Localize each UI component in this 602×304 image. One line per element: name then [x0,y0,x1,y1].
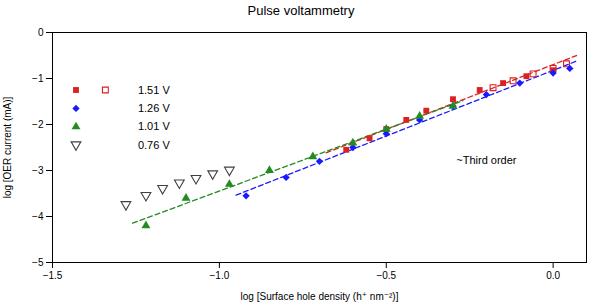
svg-text:~Third order: ~Third order [456,154,517,166]
svg-text:0: 0 [38,27,44,38]
svg-text:−1: −1 [32,73,44,84]
svg-text:1.01 V: 1.01 V [138,120,170,132]
svg-text:log [OER current (mA)]: log [OER current (mA)] [2,96,13,198]
svg-text:−0.5: −0.5 [376,270,396,281]
svg-text:−1.0: −1.0 [210,270,230,281]
svg-text:−4: −4 [32,211,44,222]
svg-text:−5: −5 [32,257,44,268]
svg-text:0.0: 0.0 [546,270,560,281]
svg-text:−1.5: −1.5 [43,270,63,281]
svg-text:1.51 V: 1.51 V [138,84,170,96]
svg-text:log [Surface hole density (h⁺: log [Surface hole density (h⁺ nm⁻²)] [241,291,399,302]
svg-text:0.76 V: 0.76 V [138,139,170,151]
svg-text:−3: −3 [32,165,44,176]
html-text:Pulse voltammetry: Pulse voltammetry [247,3,355,18]
svg-text:−2: −2 [32,119,44,130]
svg-text:1.26 V: 1.26 V [138,102,170,114]
